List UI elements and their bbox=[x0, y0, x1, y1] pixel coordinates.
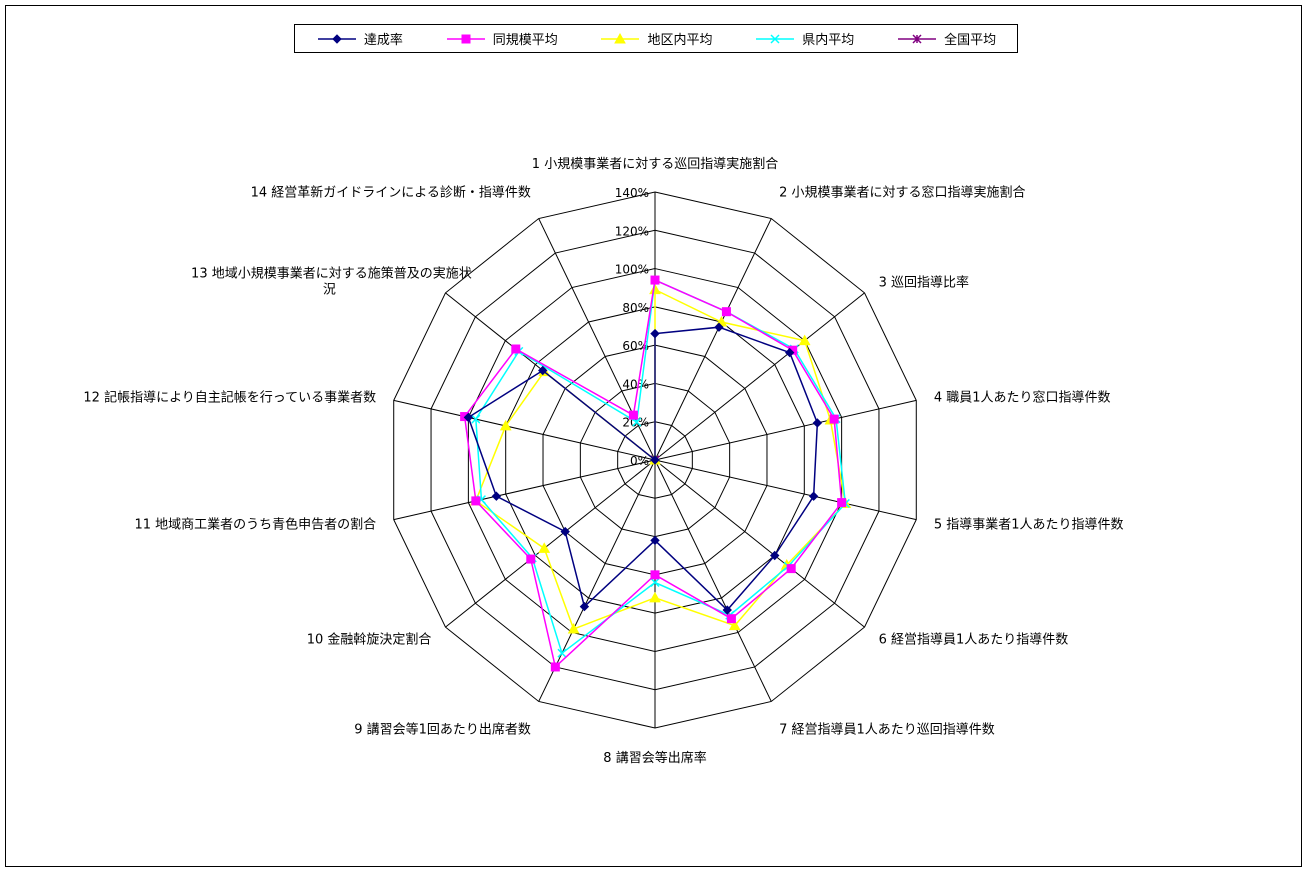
data-point bbox=[650, 535, 660, 546]
axis-spoke bbox=[654, 218, 772, 461]
data-point bbox=[560, 526, 570, 537]
data-point bbox=[721, 307, 731, 317]
data-point bbox=[649, 591, 661, 603]
axis-spoke bbox=[538, 218, 656, 461]
legend-swatch bbox=[898, 33, 937, 44]
chart-frame bbox=[5, 5, 1302, 867]
data-point bbox=[808, 491, 819, 501]
data-point bbox=[491, 491, 502, 501]
legend-label: 達成率 bbox=[363, 33, 403, 48]
legend-label: 地区内平均 bbox=[647, 33, 713, 48]
data-point bbox=[567, 622, 580, 634]
legend-label: 同規模平均 bbox=[492, 33, 558, 48]
category-label: 4 職員1人あたり窓口指導件数 bbox=[934, 389, 1111, 405]
axis-spoke bbox=[654, 459, 917, 521]
legend-entry: 地区内平均 bbox=[599, 29, 713, 48]
legend-swatch bbox=[601, 32, 640, 43]
data-point bbox=[722, 605, 732, 615]
data-point bbox=[650, 328, 660, 339]
data-point bbox=[770, 550, 780, 561]
data-point bbox=[837, 498, 847, 508]
tick-label: 60% bbox=[622, 339, 649, 353]
data-point bbox=[550, 662, 560, 672]
data-point bbox=[829, 414, 839, 424]
data-point bbox=[798, 334, 811, 346]
legend-marker bbox=[461, 34, 471, 43]
category-label: 13 地域小規模事業者に対する施策普及の実施状況 bbox=[191, 266, 472, 298]
data-point bbox=[471, 496, 481, 506]
data-point bbox=[786, 564, 796, 574]
legend-swatch bbox=[317, 33, 356, 44]
data-point bbox=[499, 419, 512, 431]
category-label: 7 経営指導員1人あたり巡回指導件数 bbox=[779, 723, 995, 738]
data-point bbox=[650, 455, 660, 465]
category-label: 10 金融斡旋決定割合 bbox=[307, 631, 432, 647]
tick-label: 120% bbox=[615, 224, 649, 238]
category-label: 2 小規模事業者に対する窓口指導実施割合 bbox=[779, 184, 1025, 200]
axis-spoke bbox=[393, 399, 656, 461]
category-label: 9 講習会等1回あたり出席者数 bbox=[354, 722, 531, 738]
legend-swatch bbox=[756, 33, 795, 44]
legend-label: 全国平均 bbox=[944, 33, 997, 48]
data-point bbox=[463, 412, 474, 423]
tick-label: 100% bbox=[615, 263, 649, 277]
data-point bbox=[714, 322, 724, 332]
category-label: 5 指導事業者1人あたり指導件数 bbox=[934, 517, 1124, 533]
axis-spoke bbox=[445, 459, 656, 628]
category-label: 3 巡回指導比率 bbox=[879, 275, 969, 291]
data-point bbox=[511, 344, 521, 354]
category-label: 6 経営指導員1人あたり指導件数 bbox=[879, 632, 1069, 647]
data-point bbox=[538, 542, 551, 553]
legend: 達成率 同規模平均 地区内平均 県内平均 全国平均 bbox=[294, 24, 1018, 53]
data-point bbox=[538, 365, 548, 376]
category-label: 14 経営革新ガイドラインによる診断・指導件数 bbox=[251, 184, 531, 200]
data-point bbox=[650, 570, 660, 580]
legend-swatch bbox=[446, 34, 485, 43]
tick-label: 40% bbox=[622, 377, 649, 391]
legend-marker bbox=[770, 33, 780, 44]
tick-label: 140% bbox=[615, 186, 649, 200]
data-point bbox=[650, 577, 660, 588]
axis-spoke bbox=[654, 459, 865, 628]
axis-spoke bbox=[654, 459, 772, 702]
legend-entry: 県内平均 bbox=[754, 29, 854, 48]
category-label: 1 小規模事業者に対する巡回指導実施割合 bbox=[532, 156, 778, 172]
data-point bbox=[526, 554, 536, 564]
axis-spoke bbox=[538, 459, 656, 702]
legend-label: 県内平均 bbox=[802, 33, 855, 48]
tick-label: 0% bbox=[630, 454, 649, 468]
axis-spoke bbox=[393, 459, 656, 521]
axis-spoke bbox=[654, 399, 917, 461]
category-label: 11 地域商工業者のうち青色申告者の割合 bbox=[134, 517, 376, 533]
series-line bbox=[463, 278, 843, 669]
data-point bbox=[728, 619, 741, 631]
data-point bbox=[471, 414, 481, 424]
data-point bbox=[557, 648, 567, 658]
data-point bbox=[579, 601, 590, 612]
category-label: 8 講習会等出席率 bbox=[603, 750, 706, 766]
legend-entry: 全国平均 bbox=[896, 29, 996, 48]
data-point bbox=[812, 418, 823, 428]
tick-label: 80% bbox=[622, 301, 649, 315]
data-point bbox=[784, 347, 795, 358]
series-line bbox=[475, 278, 847, 655]
legend-marker bbox=[912, 33, 922, 44]
data-point bbox=[628, 410, 638, 420]
legend-entry: 達成率 bbox=[316, 29, 403, 48]
legend-marker bbox=[332, 33, 342, 44]
legend-entry: 同規模平均 bbox=[445, 29, 558, 48]
axis-spoke bbox=[654, 292, 865, 461]
data-point bbox=[650, 275, 660, 285]
data-point bbox=[649, 283, 661, 295]
data-point bbox=[726, 614, 736, 624]
legend-marker bbox=[614, 32, 627, 43]
category-label: 12 記帳指導により自主記帳を行っている事業者数 bbox=[83, 389, 376, 405]
